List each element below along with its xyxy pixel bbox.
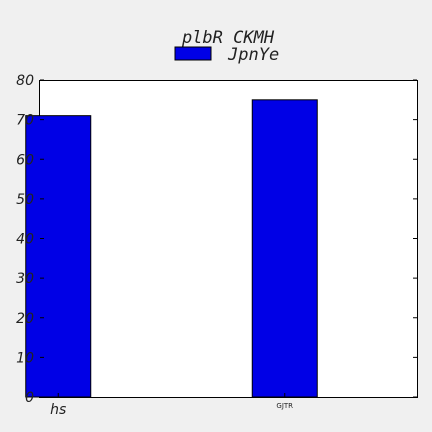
y-tick-label: 30 bbox=[16, 271, 34, 287]
y-tick-label: 0 bbox=[25, 390, 34, 406]
y-tick-label: 70 bbox=[16, 113, 34, 129]
x-axis: hs GJTR bbox=[50, 393, 293, 418]
y-tick-label: 50 bbox=[16, 192, 34, 208]
legend-swatch bbox=[174, 46, 212, 61]
y-tick-label: 20 bbox=[16, 311, 34, 327]
y-tick-label: 40 bbox=[16, 232, 34, 248]
y-tick-label: 10 bbox=[16, 350, 34, 366]
bar-hs bbox=[25, 115, 92, 398]
y-axis: 0 10 20 30 40 50 60 70 80 bbox=[16, 73, 417, 406]
x-tick-label: GJTR bbox=[276, 402, 293, 410]
x-tick-label: hs bbox=[50, 402, 66, 418]
bars-group bbox=[25, 99, 318, 398]
y-tick-label: 60 bbox=[16, 152, 34, 168]
legend-label: JpnYe bbox=[227, 45, 279, 65]
chart-title: plbR CKMH bbox=[181, 28, 275, 48]
y-tick-label: 80 bbox=[16, 73, 34, 89]
plot-area bbox=[39, 80, 418, 398]
bar-gjtr bbox=[251, 99, 318, 398]
legend: JpnYe bbox=[174, 45, 279, 65]
